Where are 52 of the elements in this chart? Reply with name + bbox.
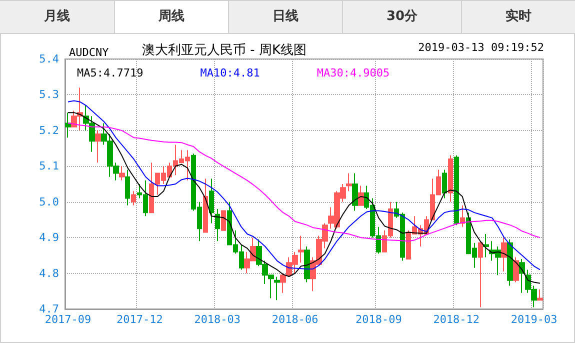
chart-title: 澳大利亚元人民币 - 周K线图 bbox=[142, 43, 306, 58]
x-tick-label: 2018-06 bbox=[272, 313, 318, 326]
candlestick bbox=[131, 190, 136, 206]
candlestick bbox=[119, 166, 125, 181]
text: MA30:4.9005 bbox=[316, 66, 390, 80]
candlestick bbox=[149, 162, 154, 214]
x-tick-label: 2017-09 bbox=[44, 313, 92, 326]
x-tick-label: 2018-03 bbox=[194, 313, 241, 326]
candlestick bbox=[352, 172, 358, 212]
line-series bbox=[67, 122, 541, 242]
y-tick-label: 4.9 bbox=[39, 231, 59, 244]
candlestick bbox=[507, 238, 513, 286]
x-tick-label: 2017-12 bbox=[116, 313, 163, 326]
candlestick bbox=[448, 154, 453, 202]
chart-subtitle: AUDCNY bbox=[69, 46, 110, 59]
text: MA10:4.81 bbox=[200, 66, 260, 80]
y-tick-label: 5.1 bbox=[39, 160, 59, 173]
candlestick bbox=[215, 208, 220, 242]
candlestick bbox=[221, 210, 226, 231]
candlestick bbox=[274, 276, 280, 301]
candlestick bbox=[65, 112, 71, 138]
y-tick-label: 5.0 bbox=[39, 195, 59, 208]
x-tick-label: 2018-09 bbox=[356, 313, 402, 326]
text: 实时 bbox=[462, 0, 575, 34]
text: 2019-03-13 09:19:52 bbox=[418, 41, 544, 54]
y-tick-label: 5.4 bbox=[39, 52, 60, 66]
y-tick-label: 5.3 bbox=[39, 88, 59, 102]
text: 日线 bbox=[229, 0, 343, 34]
x-tick-label: 2019-03 bbox=[510, 313, 558, 326]
candlestick bbox=[125, 169, 130, 206]
x-tick-label: 2018-12 bbox=[433, 313, 480, 326]
candlestick bbox=[501, 237, 507, 272]
candlestick bbox=[95, 130, 101, 164]
candlestick bbox=[304, 246, 310, 283]
candlestick bbox=[203, 178, 208, 233]
text: MA5:4.7719 bbox=[77, 66, 144, 80]
candlestick bbox=[346, 172, 352, 192]
text: 月线 bbox=[0, 0, 115, 34]
y-tick-label: 4.8 bbox=[39, 266, 59, 280]
y-tick-label: 5.2 bbox=[39, 124, 59, 137]
text: 周线 bbox=[115, 0, 229, 34]
candlestick bbox=[209, 178, 214, 224]
candlestick bbox=[483, 234, 489, 258]
candlestick bbox=[513, 256, 519, 283]
candlestick bbox=[298, 235, 304, 264]
text: 30分 bbox=[343, 0, 462, 34]
candlestick bbox=[454, 154, 459, 226]
candlestick bbox=[537, 288, 543, 301]
y-tick-label: 4.7 bbox=[39, 302, 59, 316]
candlestick bbox=[358, 185, 364, 206]
candlestick bbox=[478, 240, 483, 308]
candlestick bbox=[442, 169, 447, 199]
